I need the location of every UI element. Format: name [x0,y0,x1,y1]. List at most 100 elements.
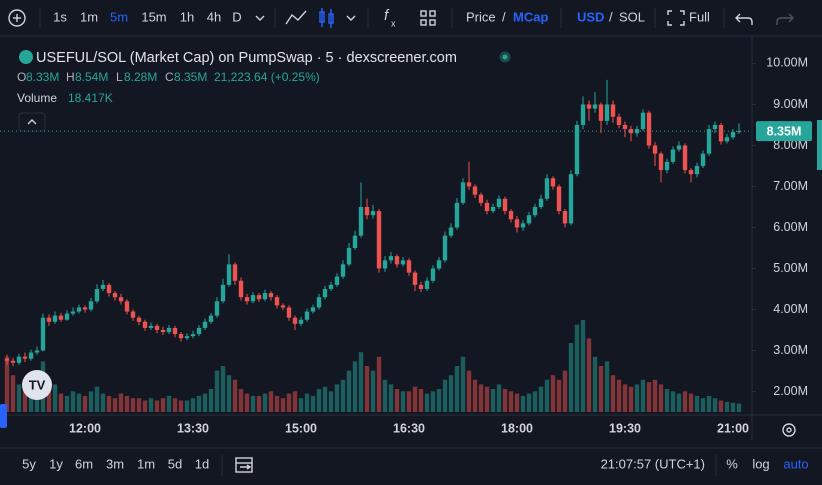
volume-bar [478,384,484,412]
redo-button[interactable] [776,13,794,25]
x-tick-label: 13:30 [177,421,209,435]
undo-button[interactable] [735,13,753,25]
volume-bar [598,366,604,412]
range-button[interactable]: 1y [49,456,63,471]
range-button[interactable]: 1m [137,456,155,471]
tradingview-logo[interactable]: TV [22,370,52,400]
volume-bar [664,389,670,412]
candle-body [82,307,88,310]
range-button[interactable]: 5d [168,456,182,471]
mcap-option[interactable]: MCap [513,9,548,24]
volume-bar [520,395,526,412]
volume-bar [100,393,106,412]
candle-body [490,206,496,212]
volume-bar [172,398,178,412]
volume-bar [178,400,184,412]
volume-bar [184,400,190,412]
candle-body [94,288,100,302]
range-button[interactable]: 5y [22,456,36,471]
volume-bar [556,379,562,412]
volume-bar [46,379,52,412]
volume-bar [430,391,436,412]
volume-bar [484,386,490,412]
candle-body [322,288,328,298]
volume-bar [622,384,628,412]
side-panel-handle[interactable] [0,404,7,428]
volume-bar [382,379,388,412]
svg-text:TV: TV [29,377,46,392]
volume-bar [676,393,682,412]
candle-body [214,301,220,316]
volume-bar [118,393,124,412]
price-mcap-toggle[interactable]: Price / MCap [466,9,548,24]
candle-chart-button[interactable] [319,8,334,28]
line-chart-button[interactable] [285,10,307,25]
interval-button[interactable]: 1h [180,9,194,24]
log-toggle[interactable]: log [752,456,769,471]
usd-option[interactable]: USD [577,9,604,24]
volume-bar [658,384,664,412]
interval-button[interactable]: D [232,9,241,24]
x-tick-label: 15:00 [285,421,317,435]
candle-body [496,198,502,207]
collapse-legend-button[interactable] [18,112,46,132]
percent-toggle[interactable]: % [726,456,738,471]
interval-dropdown[interactable] [255,15,265,21]
interval-button[interactable]: 4h [207,9,221,24]
volume-bar [616,379,622,412]
currency-toggle[interactable]: USD / SOL [577,9,645,24]
candle-body [58,315,64,320]
candle-body [304,311,310,320]
range-button[interactable]: 1d [195,456,209,471]
interval-button[interactable]: 15m [141,9,166,24]
settings-button[interactable] [782,423,796,437]
volume-bar [568,343,574,412]
y-tick-label: 4.00M [773,302,808,316]
volume-bar [214,370,220,412]
volume-bar [604,361,610,412]
volume-bar [580,320,586,412]
price-option[interactable]: Price [466,9,496,24]
candle-body [568,174,574,224]
candle-body [718,124,724,142]
candle-body [328,284,334,289]
range-button[interactable]: 6m [75,456,93,471]
volume-bar [610,375,616,412]
candle-body [352,235,358,248]
auto-toggle[interactable]: auto [783,456,808,471]
chart-type-dropdown[interactable] [346,15,356,21]
candle-body [484,202,490,212]
volume-bar [670,391,676,412]
candle-body [112,293,118,298]
close-label: C [165,70,174,84]
candle-body [724,137,730,142]
candle-body [472,186,478,195]
volume-bar [448,375,454,412]
price-overlay: 8.35M [0,121,812,142]
candle-body [442,235,448,261]
volume-bar [226,375,232,412]
volume-bar [322,386,328,412]
add-symbol-button[interactable] [8,9,26,27]
sol-option[interactable]: SOL [619,9,645,24]
candle-body [652,145,658,154]
svg-text:x: x [391,18,396,28]
interval-button[interactable]: 1s [53,9,67,24]
volume-bar [130,398,136,412]
volume-bar [394,389,400,412]
x-tick-label: 19:30 [609,421,641,435]
layout-button[interactable] [420,10,436,26]
y-tick-label: 9.00M [773,97,808,111]
range-button[interactable]: 3m [106,456,124,471]
candle-body [466,182,472,187]
candle-body [220,284,226,302]
volume-bar [106,395,112,412]
interval-button[interactable]: 1m [80,9,98,24]
goto-date-button[interactable] [235,457,253,473]
live-indicator [499,51,511,63]
interval-button[interactable]: 5m [110,9,128,24]
fullscreen-button[interactable]: Full [667,9,710,26]
volume-bar [592,356,598,412]
